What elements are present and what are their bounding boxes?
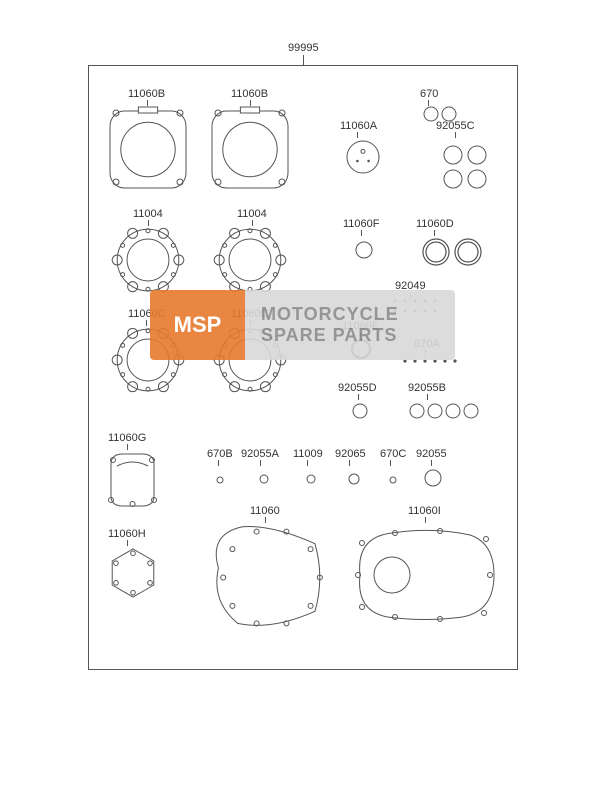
part-small-ring-i29 <box>347 472 361 491</box>
part-ring-i23 <box>444 402 462 425</box>
watermark-text: MOTORCYCLE SPARE PARTS <box>245 290 455 360</box>
part-small-ring-i28 <box>305 472 317 490</box>
part-ring-i03 <box>422 105 440 128</box>
label-11060I: 11060I <box>408 505 441 517</box>
label-top-assembly: 99995 <box>288 42 319 54</box>
part-hex-cover-i32 <box>102 546 164 605</box>
leader-l23 <box>431 460 432 466</box>
leader-l08 <box>361 230 362 236</box>
leader-l19 <box>260 460 261 466</box>
label-92055A: 92055A <box>241 448 279 460</box>
label-92065: 92065 <box>335 448 366 460</box>
leader-l26 <box>425 517 426 523</box>
label-11060: 11060 <box>250 505 280 517</box>
leader-l22 <box>390 460 391 466</box>
leader-l21 <box>349 460 350 466</box>
leader-top <box>303 55 304 65</box>
part-double-ring-i14 <box>452 236 484 273</box>
label-11009: 11009 <box>293 448 323 460</box>
part-head-cover-i02 <box>210 105 290 195</box>
watermark-line1: MOTORCYCLE <box>261 304 439 325</box>
watermark-line2: SPARE PARTS <box>261 325 439 346</box>
leader-l18 <box>218 460 219 466</box>
label-11060A: 11060A <box>340 120 377 132</box>
label-11060F: 11060F <box>343 218 380 230</box>
part-dot-cluster-i19 <box>402 358 466 377</box>
part-small-ring-i30 <box>388 472 398 490</box>
part-case-cover-i34 <box>350 525 500 630</box>
label-11060B: 11060B <box>128 88 165 100</box>
part-ring-i07 <box>466 144 488 171</box>
label-11060H: 11060H <box>108 528 146 540</box>
label-92055: 92055 <box>416 448 447 460</box>
label-670C: 670C <box>380 448 406 460</box>
part-ring-i24 <box>462 402 480 425</box>
label-92055B: 92055B <box>408 382 446 394</box>
label-11004: 11004 <box>237 208 267 220</box>
part-head-gasket-i10 <box>108 225 188 300</box>
watermark-msp: MSP MOTORCYCLE SPARE PARTS <box>150 290 455 360</box>
label-11060G: 11060G <box>108 432 146 444</box>
part-small-ring-i27 <box>258 472 270 490</box>
part-ring-i06 <box>442 144 464 171</box>
label-670B: 670B <box>207 448 233 460</box>
label-11004: 11004 <box>133 208 163 220</box>
part-ring-i12 <box>354 240 374 265</box>
label-670: 670 <box>420 88 438 100</box>
part-ring-i08 <box>442 168 464 195</box>
leader-l20 <box>307 460 308 466</box>
part-clutch-cover-i33 <box>200 520 330 640</box>
part-pulse-cover-i25 <box>105 450 160 515</box>
leader-l16 <box>427 394 428 400</box>
part-ring-i20 <box>351 402 369 425</box>
part-head-gasket-i11 <box>210 225 290 300</box>
watermark-logo-text: MSP <box>150 290 245 360</box>
label-92055D: 92055D <box>338 382 377 394</box>
part-disc3-i05 <box>344 138 382 181</box>
leader-l15 <box>358 394 359 400</box>
part-double-ring-i13 <box>420 236 452 273</box>
label-11060D: 11060D <box>416 218 454 230</box>
part-head-cover-i01 <box>108 105 188 195</box>
part-ring-i21 <box>408 402 426 425</box>
part-ring-i31 <box>423 468 443 493</box>
leader-l05 <box>455 132 456 138</box>
part-ring-i22 <box>426 402 444 425</box>
label-11060B: 11060B <box>231 88 268 100</box>
part-ring-i04 <box>440 105 458 128</box>
part-ring-i09 <box>466 168 488 195</box>
part-small-ring-i26 <box>215 472 225 490</box>
